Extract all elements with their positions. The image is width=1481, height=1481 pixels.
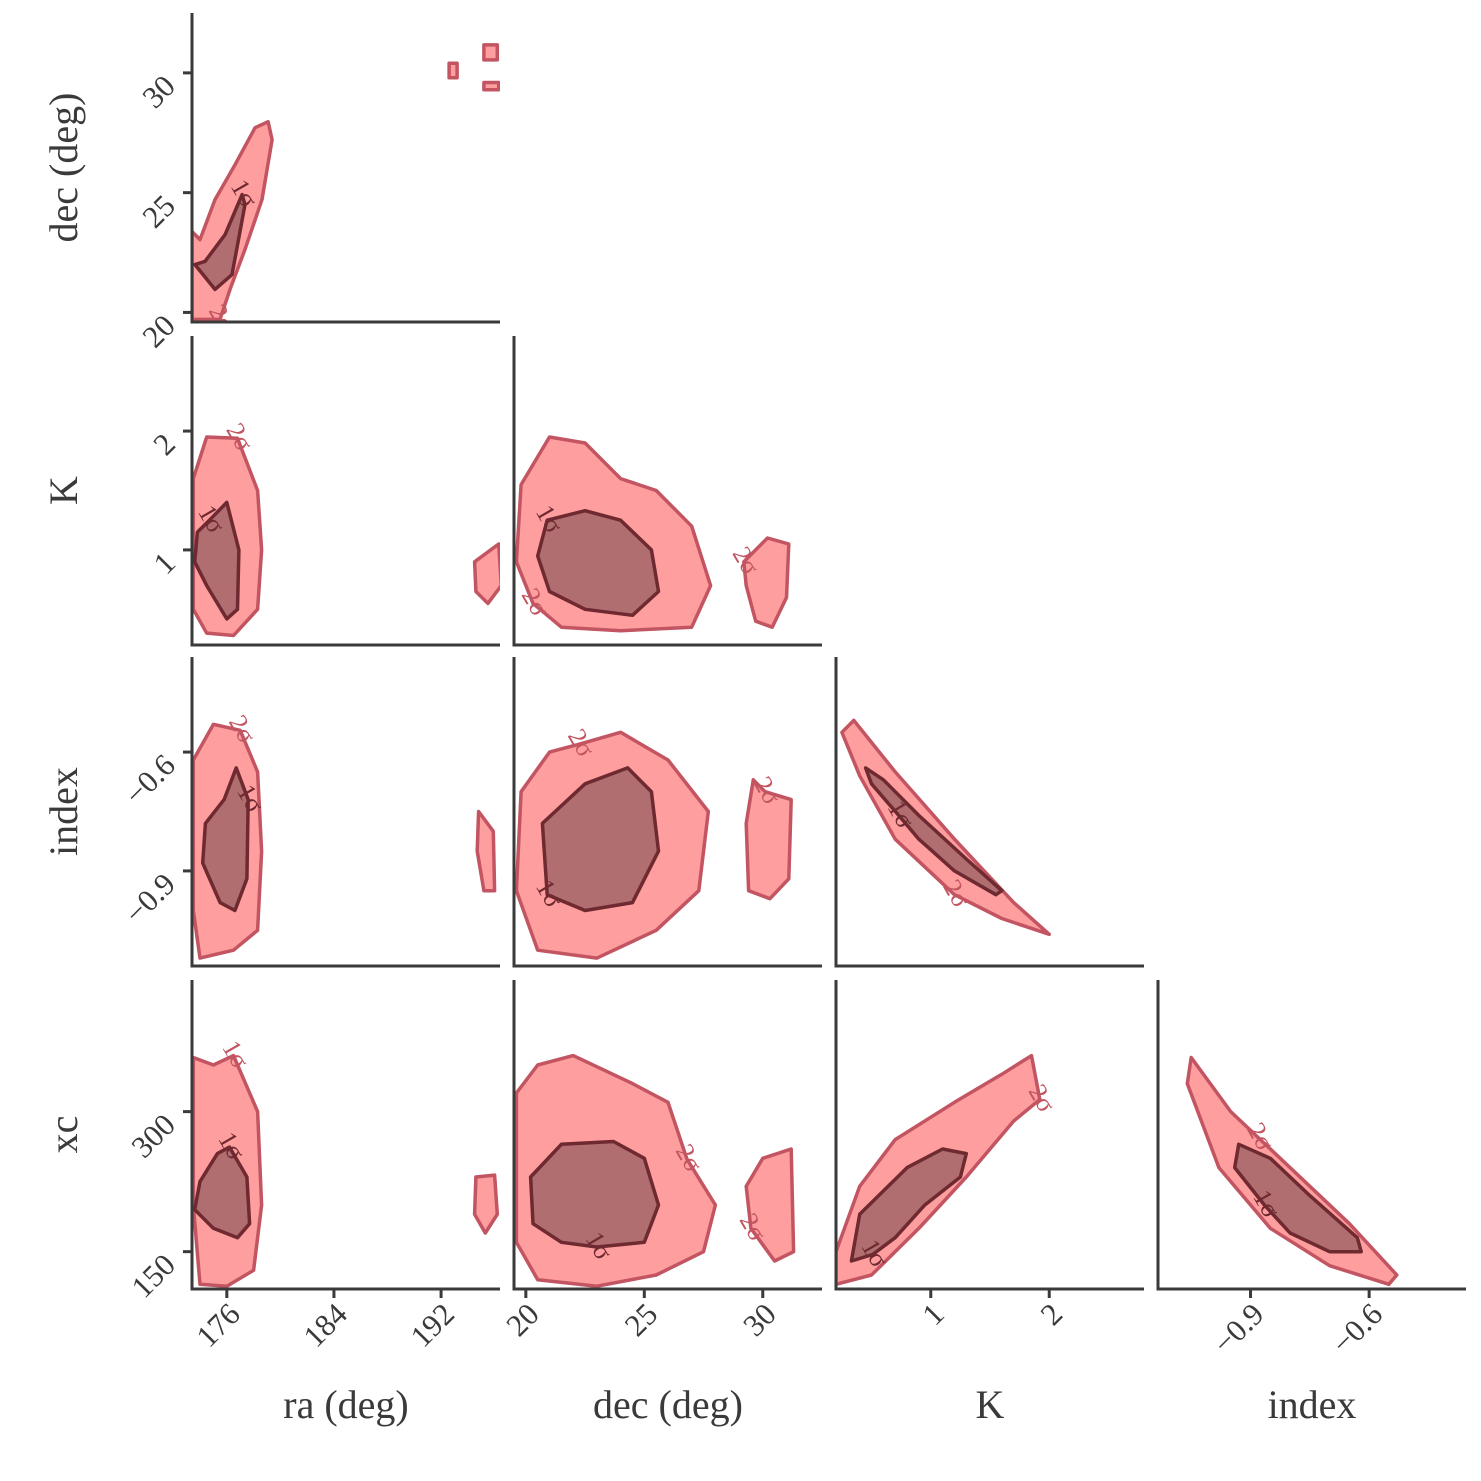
x-tick-label: 176 bbox=[189, 1296, 247, 1354]
y-axis-label: xc bbox=[41, 1116, 86, 1154]
x-tick-label: 1 bbox=[915, 1296, 951, 1332]
y-tick-label: 2 bbox=[146, 426, 182, 462]
y-axis-label: K bbox=[41, 476, 86, 505]
y-tick-label: 30 bbox=[135, 68, 182, 115]
y-tick-label: 1 bbox=[146, 545, 182, 581]
x-tick-label: −0.6 bbox=[1325, 1296, 1390, 1361]
x-tick-label: 30 bbox=[736, 1296, 783, 1343]
x-tick-label: 192 bbox=[403, 1296, 461, 1354]
y-axis-label: index bbox=[41, 767, 86, 856]
x-tick-label: 25 bbox=[618, 1296, 665, 1343]
contour-region bbox=[840, 718, 1051, 937]
contour-region bbox=[744, 1147, 796, 1263]
contour-region bbox=[475, 809, 497, 893]
x-tick-label: −0.9 bbox=[1206, 1296, 1271, 1361]
contour-region bbox=[192, 1145, 252, 1240]
y-tick-label: 20 bbox=[135, 308, 182, 355]
y-tick-label: 25 bbox=[135, 188, 182, 235]
y-axis-label: dec (deg) bbox=[41, 93, 86, 243]
contour-region bbox=[744, 778, 793, 901]
y-tick-label: −0.9 bbox=[117, 866, 182, 931]
y-tick-label: 150 bbox=[124, 1247, 182, 1305]
x-tick-label: 20 bbox=[499, 1296, 546, 1343]
x-tick-label: 184 bbox=[296, 1296, 354, 1354]
contour-region bbox=[482, 43, 500, 62]
x-axis-label: ra (deg) bbox=[283, 1382, 408, 1427]
x-axis-label: dec (deg) bbox=[593, 1382, 743, 1427]
contour-region bbox=[1232, 1142, 1363, 1254]
contour-region bbox=[482, 80, 500, 92]
contour-region bbox=[540, 766, 661, 913]
contour-region bbox=[193, 192, 247, 292]
y-tick-label: 300 bbox=[124, 1107, 182, 1165]
contour-region bbox=[200, 766, 250, 913]
contour-region bbox=[528, 1139, 661, 1249]
contour-region bbox=[863, 766, 1004, 897]
contour-region bbox=[742, 536, 791, 629]
contour-region bbox=[1185, 1055, 1399, 1287]
contour-region bbox=[535, 508, 661, 618]
contour-region bbox=[472, 1173, 500, 1235]
contour-region bbox=[849, 1147, 969, 1263]
x-tick-label: 2 bbox=[1033, 1296, 1069, 1332]
contour-region bbox=[447, 61, 459, 80]
y-tick-label: −0.6 bbox=[117, 747, 182, 812]
x-axis-label: index bbox=[1268, 1382, 1357, 1427]
contour-region bbox=[192, 500, 241, 621]
contour-region bbox=[472, 542, 500, 606]
x-axis-label: K bbox=[976, 1382, 1005, 1427]
